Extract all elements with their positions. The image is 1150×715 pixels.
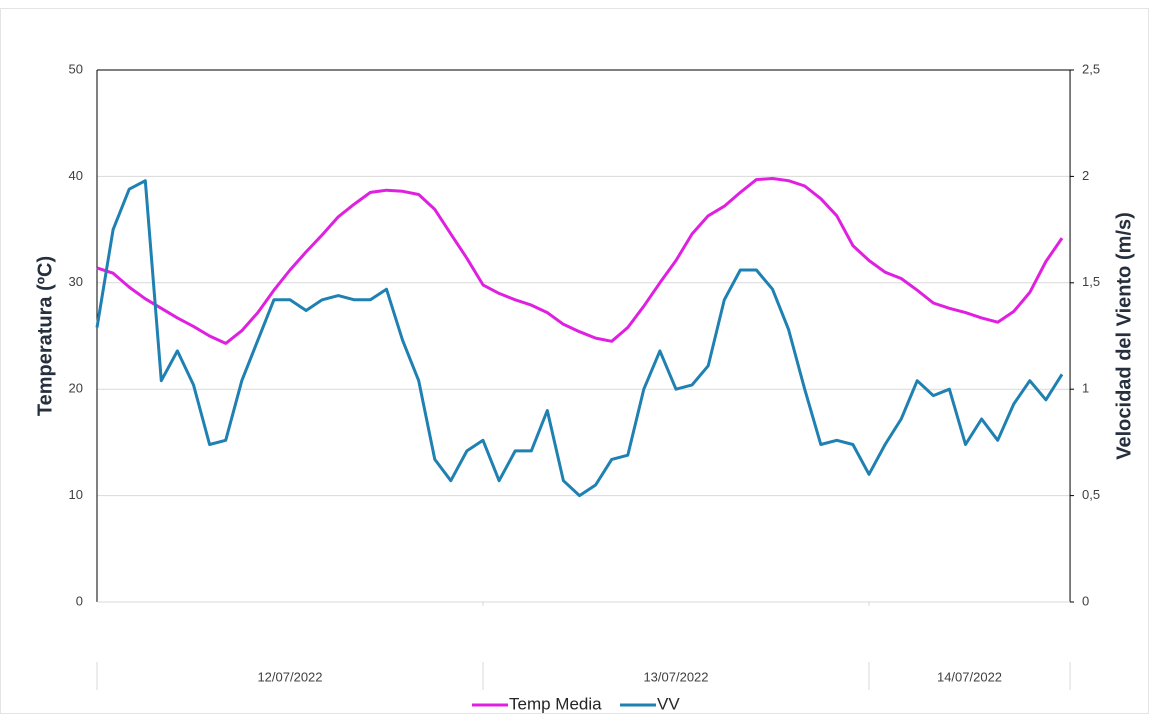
y-tick-label: 50 — [69, 61, 83, 76]
y2-tick-label: 1 — [1082, 381, 1089, 396]
y2-tick-label: 1,5 — [1082, 274, 1100, 289]
y2-tick-label: 0 — [1082, 593, 1089, 608]
y-axis-title: Temperatura (ºC) — [34, 256, 56, 416]
series-line — [95, 179, 1064, 498]
frame — [0, 8, 1149, 714]
y-tick-label: 0 — [76, 593, 83, 608]
legend-label: Temp Media — [509, 694, 602, 713]
x-group-label: 14/07/2022 — [937, 669, 1002, 684]
y-tick-label: 30 — [69, 274, 83, 289]
y2-tick-label: 0,5 — [1082, 487, 1100, 502]
legend-label: VV — [657, 694, 680, 713]
y-tick-label: 20 — [69, 381, 83, 396]
y-tick-label: 40 — [69, 168, 83, 183]
x-group-label: 12/07/2022 — [257, 669, 322, 684]
series-line — [96, 177, 1064, 345]
y2-tick-label: 2 — [1082, 168, 1089, 183]
y2-axis-title: Velocidad del Viento (m/s) — [1113, 212, 1135, 459]
y2-tick-label: 2,5 — [1082, 61, 1100, 76]
y-tick-label: 10 — [69, 487, 83, 502]
x-group-label: 13/07/2022 — [643, 669, 708, 684]
